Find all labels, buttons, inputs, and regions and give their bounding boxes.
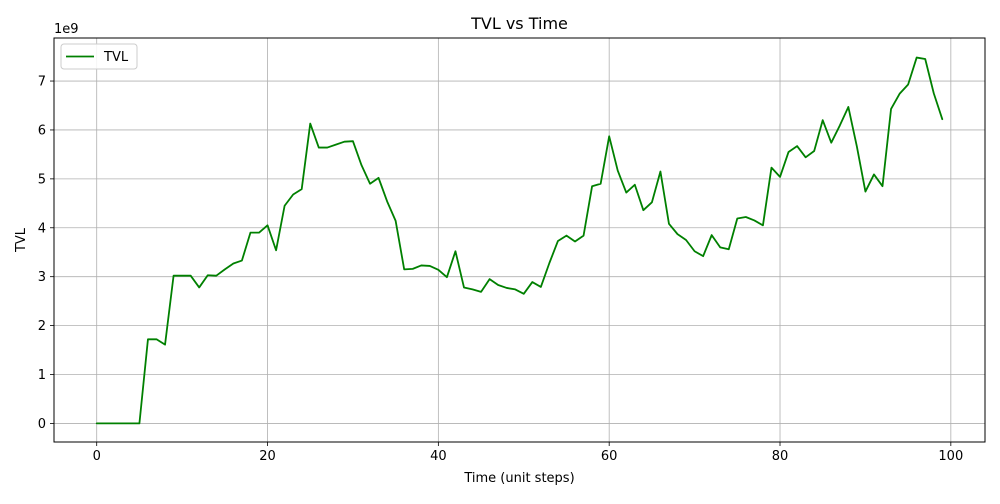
y-tick-label: 7: [38, 75, 46, 90]
grid-lines: [54, 38, 985, 442]
series-layer: [95, 56, 944, 425]
x-tick-label: 40: [430, 449, 447, 464]
y-axis-ticks: 0 1 2 3 4 5 6 7: [38, 75, 54, 432]
y-axis-scale-offset: 1e9: [54, 22, 79, 37]
y-tick-label: 0: [38, 417, 46, 432]
x-tick-label: 20: [259, 449, 276, 464]
x-tick-label: 100: [938, 449, 963, 464]
y-axis-label: TVL: [14, 227, 29, 253]
plot-frame: [53, 37, 986, 443]
y-tick-label: 6: [38, 123, 46, 138]
y-tick-label: 4: [38, 221, 46, 236]
series-line-tvl: [95, 56, 944, 425]
x-tick-label: 60: [601, 449, 618, 464]
x-axis-ticks: 0 20 40 60 80 100: [93, 442, 963, 464]
x-axis-label: Time (unit steps): [463, 471, 574, 486]
legend-label-tvl: TVL: [103, 50, 129, 65]
y-tick-label: 3: [38, 270, 46, 285]
chart-title: TVL vs Time: [470, 14, 568, 33]
y-tick-label: 2: [38, 319, 46, 334]
legend: TVL: [60, 43, 138, 70]
y-tick-label: 1: [38, 368, 46, 383]
y-tick-label: 5: [38, 172, 46, 187]
x-tick-label: 0: [93, 449, 101, 464]
legend-box: [60, 43, 138, 70]
x-tick-label: 80: [772, 449, 789, 464]
